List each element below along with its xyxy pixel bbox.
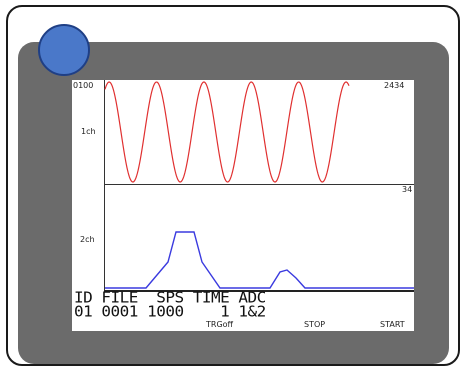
- power-led-icon: [38, 24, 90, 76]
- ch2-label: 2ch: [80, 235, 95, 244]
- channel-divider: [104, 184, 414, 185]
- ch1-trace-plot: [104, 81, 350, 183]
- ch1-scale-top-label: 0100: [73, 81, 94, 90]
- plot-left-axis: [104, 80, 105, 291]
- ch1-value-readout: 2434: [384, 81, 405, 90]
- start-button[interactable]: START: [380, 320, 405, 329]
- ch2-trace-plot: [105, 231, 414, 289]
- ch2-value-readout: 34: [402, 185, 413, 194]
- stop-button[interactable]: STOP: [304, 320, 326, 329]
- trigger-button[interactable]: TRGoff: [206, 320, 234, 329]
- ch1-trace: [104, 81, 350, 183]
- ch1-label: 1ch: [81, 127, 96, 136]
- plot-baseline: [104, 290, 414, 292]
- status-values-row: 01 0001 1000 1 1&2: [74, 302, 266, 321]
- status-header-row: ID FILE SPS TIME ADC: [74, 288, 266, 307]
- oscilloscope-screen: 0100 1ch 2434 2ch 34 ID FILE SPS TIME AD…: [72, 80, 414, 331]
- ch2-trace: [105, 231, 414, 289]
